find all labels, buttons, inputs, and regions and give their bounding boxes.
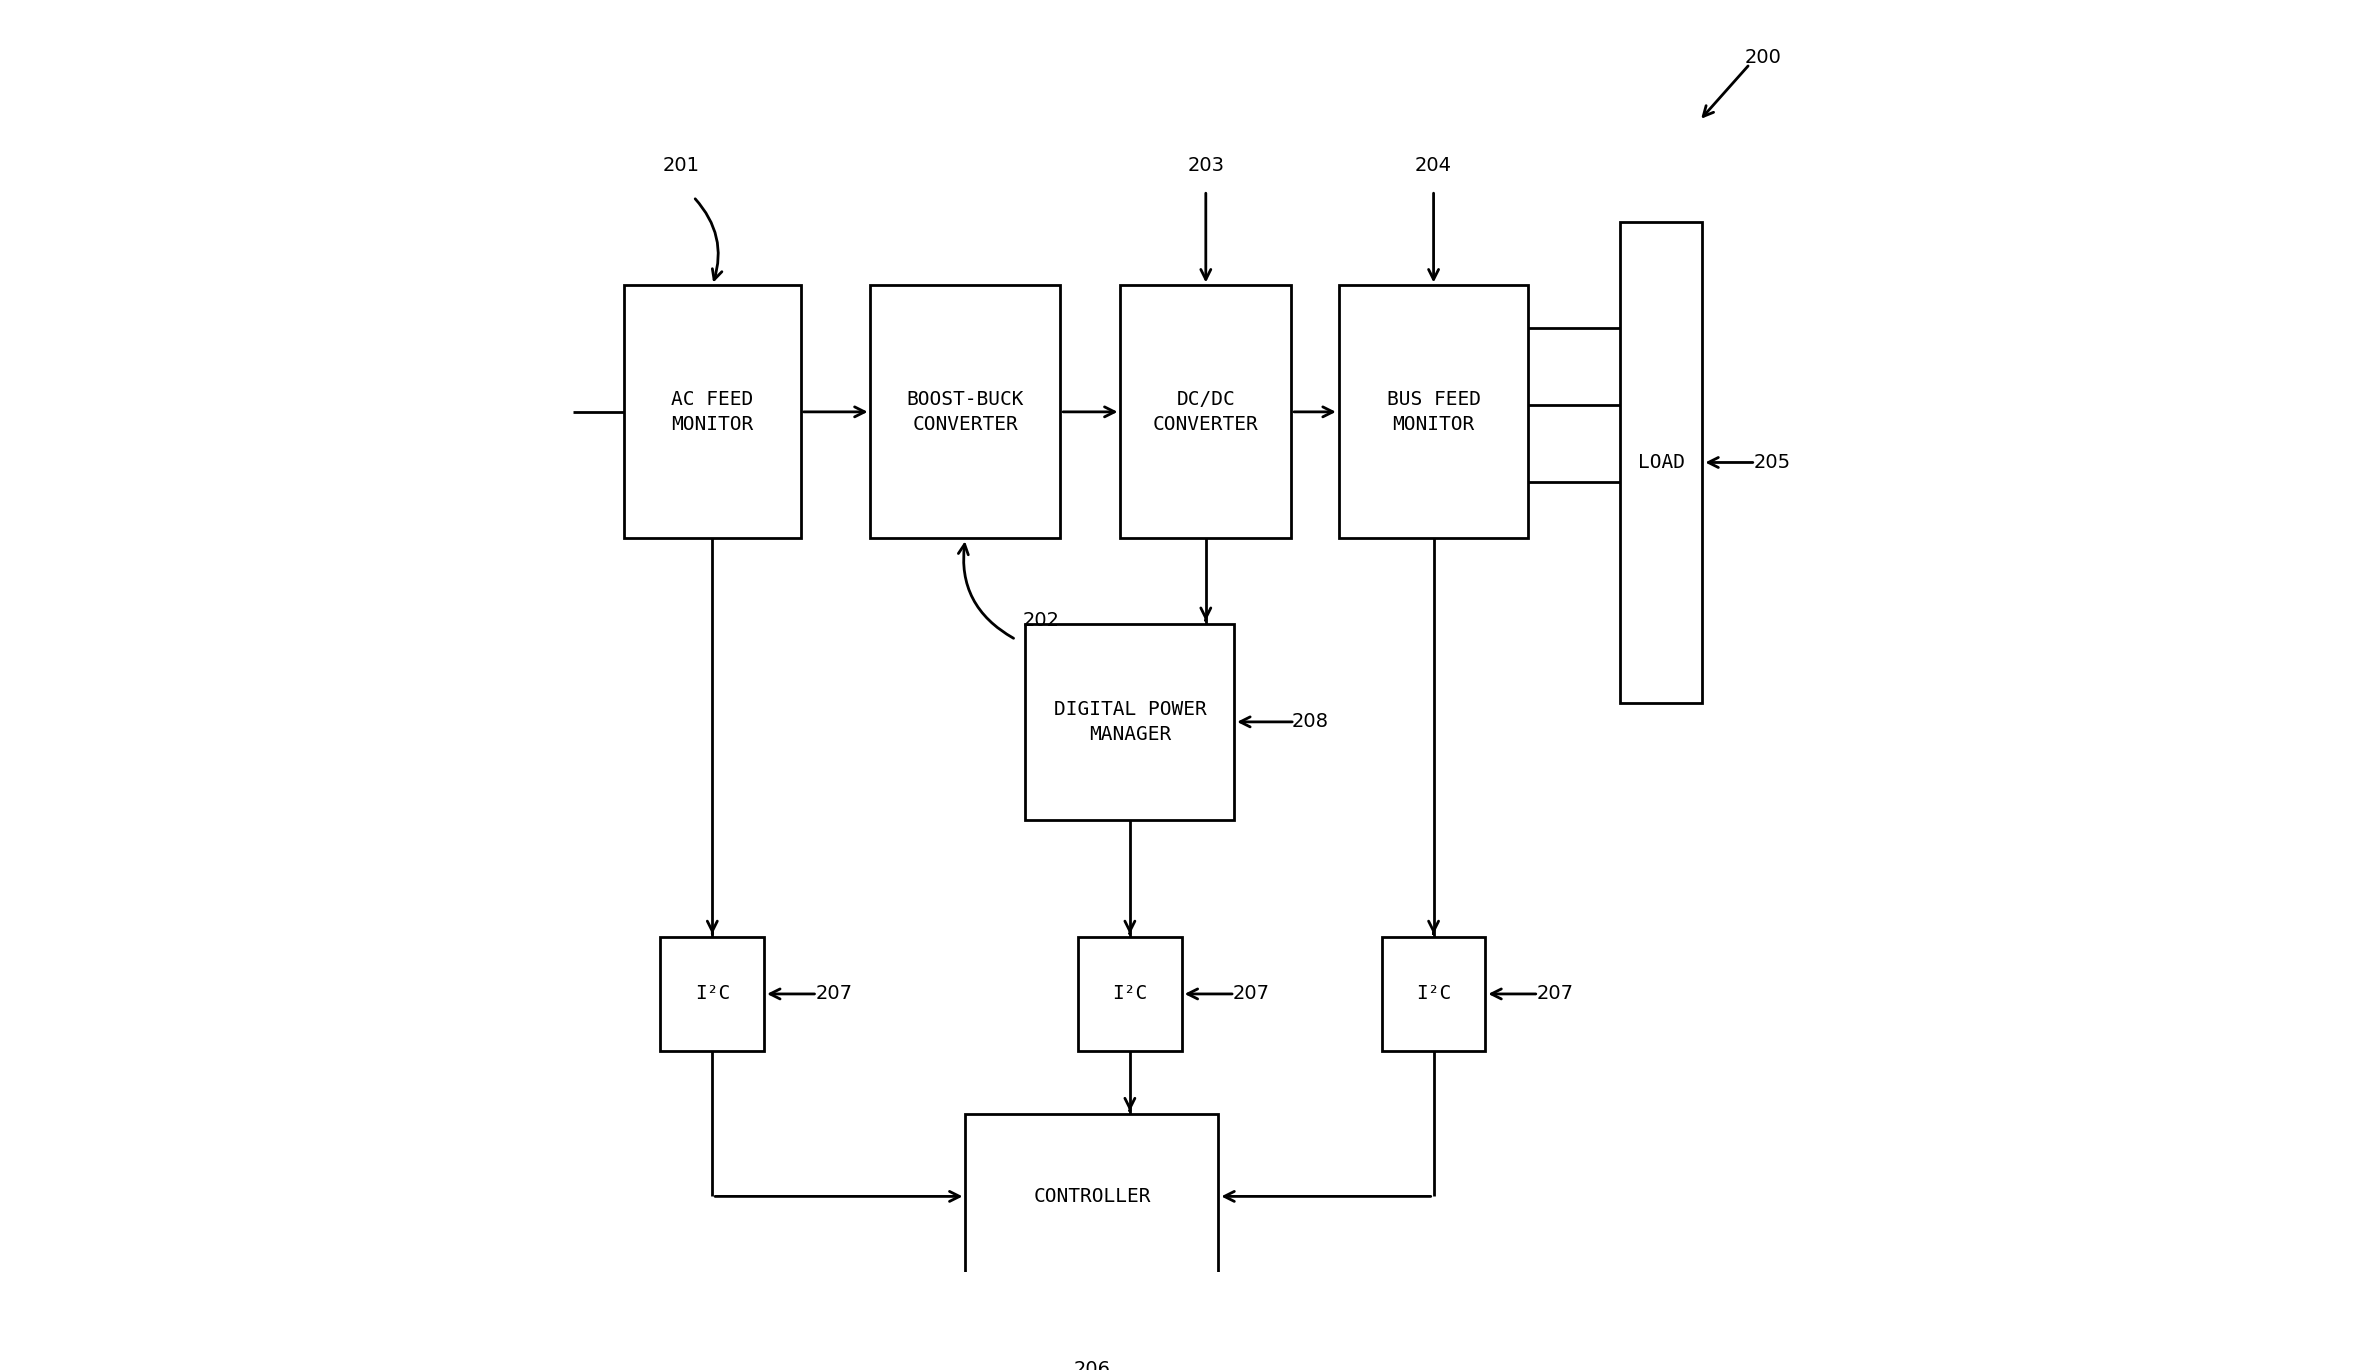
Text: LOAD: LOAD xyxy=(1639,453,1686,473)
Bar xyxy=(661,937,765,1051)
Text: I²C: I²C xyxy=(1112,985,1147,1003)
Text: 200: 200 xyxy=(1745,48,1780,67)
Text: I²C: I²C xyxy=(694,985,730,1003)
Text: 205: 205 xyxy=(1754,453,1790,473)
Text: 201: 201 xyxy=(661,156,699,174)
Text: DIGITAL POWER
MANAGER: DIGITAL POWER MANAGER xyxy=(1053,700,1206,744)
Bar xyxy=(1121,285,1291,538)
Bar xyxy=(871,285,1060,538)
Bar xyxy=(966,1114,1218,1278)
Text: I²C: I²C xyxy=(1417,985,1452,1003)
Text: 203: 203 xyxy=(1188,156,1225,174)
Text: 208: 208 xyxy=(1291,712,1329,732)
Text: BUS FEED
MONITOR: BUS FEED MONITOR xyxy=(1386,390,1480,434)
Bar xyxy=(1025,623,1235,821)
Text: 207: 207 xyxy=(815,985,852,1003)
Bar xyxy=(1339,285,1528,538)
Text: 204: 204 xyxy=(1414,156,1452,174)
Text: 207: 207 xyxy=(1537,985,1572,1003)
Text: 207: 207 xyxy=(1232,985,1270,1003)
Text: CONTROLLER: CONTROLLER xyxy=(1034,1186,1150,1206)
Bar xyxy=(1381,937,1485,1051)
Text: DC/DC
CONVERTER: DC/DC CONVERTER xyxy=(1152,390,1258,434)
Bar xyxy=(1620,222,1702,703)
Bar xyxy=(1079,937,1183,1051)
Text: 206: 206 xyxy=(1074,1360,1110,1370)
Text: BOOST-BUCK
CONVERTER: BOOST-BUCK CONVERTER xyxy=(907,390,1025,434)
Text: AC FEED
MONITOR: AC FEED MONITOR xyxy=(671,390,753,434)
Bar xyxy=(623,285,800,538)
Text: 202: 202 xyxy=(1022,611,1060,630)
